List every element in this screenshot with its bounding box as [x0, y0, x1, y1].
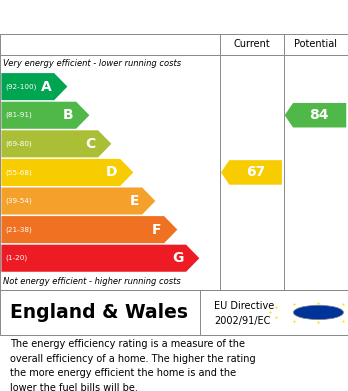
Text: 84: 84	[309, 108, 329, 122]
Text: (69-80): (69-80)	[6, 141, 32, 147]
Text: C: C	[85, 137, 95, 151]
Text: (81-91): (81-91)	[6, 112, 32, 118]
Text: 2002/91/EC: 2002/91/EC	[214, 316, 270, 326]
Text: D: D	[106, 165, 117, 179]
Text: B: B	[63, 108, 73, 122]
Text: F: F	[152, 222, 161, 237]
Text: EU Directive: EU Directive	[214, 301, 274, 311]
Polygon shape	[285, 103, 346, 127]
Polygon shape	[1, 245, 199, 272]
Text: Very energy efficient - lower running costs: Very energy efficient - lower running co…	[3, 59, 182, 68]
Polygon shape	[1, 188, 155, 215]
Text: (92-100): (92-100)	[6, 83, 37, 90]
Ellipse shape	[293, 305, 343, 319]
Text: Current: Current	[234, 39, 270, 49]
Text: (55-68): (55-68)	[6, 169, 32, 176]
Text: (1-20): (1-20)	[6, 255, 28, 262]
Text: G: G	[172, 251, 183, 265]
Polygon shape	[221, 160, 282, 185]
Text: Not energy efficient - higher running costs: Not energy efficient - higher running co…	[3, 277, 181, 286]
Text: (21-38): (21-38)	[6, 226, 32, 233]
Polygon shape	[1, 216, 177, 243]
Polygon shape	[1, 159, 133, 186]
Polygon shape	[1, 73, 68, 100]
Text: The energy efficiency rating is a measure of the
overall efficiency of a home. T: The energy efficiency rating is a measur…	[10, 339, 256, 391]
Text: 67: 67	[246, 165, 265, 179]
Polygon shape	[1, 102, 89, 129]
Polygon shape	[1, 130, 111, 157]
Text: A: A	[41, 80, 52, 93]
Text: Potential: Potential	[294, 39, 337, 49]
Text: England & Wales: England & Wales	[10, 303, 188, 322]
Text: E: E	[130, 194, 139, 208]
Text: (39-54): (39-54)	[6, 198, 32, 204]
Text: Energy Efficiency Rating: Energy Efficiency Rating	[10, 9, 220, 25]
